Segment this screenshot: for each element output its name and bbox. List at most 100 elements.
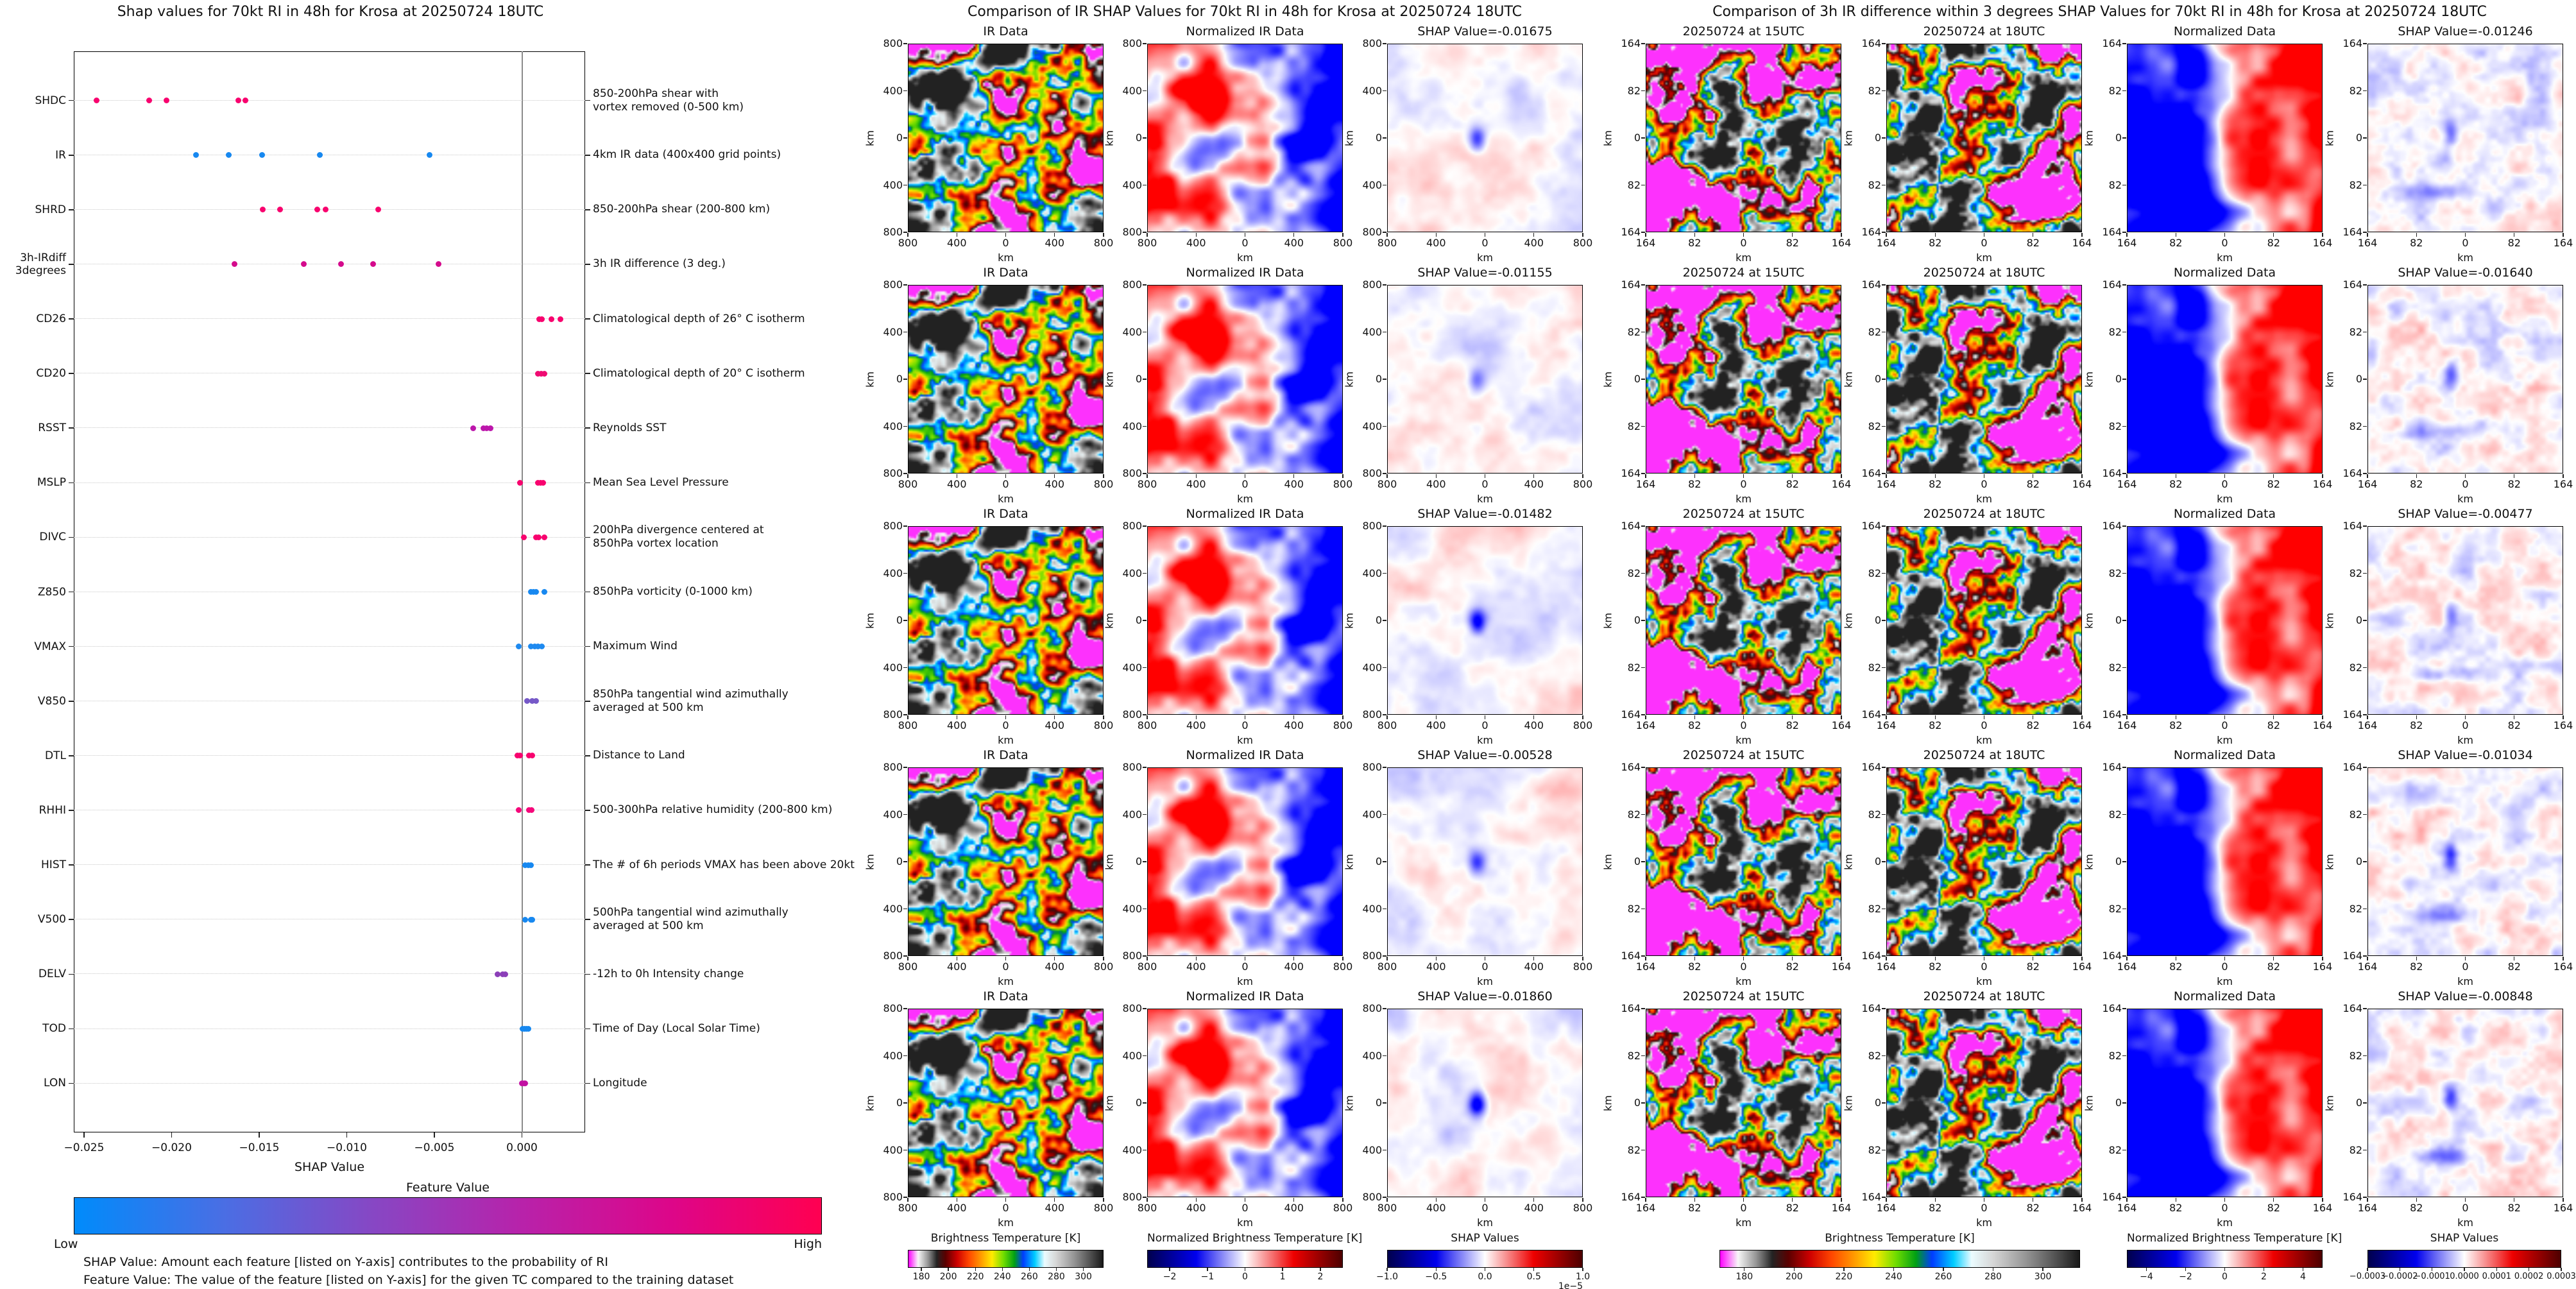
irdiff-panel-title: 20250724 at 18UTC [1923,266,2045,280]
irdiff-heatmap-canvas [1887,768,2081,955]
x-tick-mark [259,1132,260,1138]
panel-ytick-label: 800 [1362,1002,1382,1014]
panel-ytick-label: 82 [1627,1143,1641,1156]
panel-yaxis-unit: km [864,130,876,146]
panel-ytick-label: 164 [2342,708,2362,721]
panel-yaxis-unit: km [2083,854,2095,870]
panel-xtick-label: 400 [946,478,967,490]
panel-xtick-label: 800 [1333,237,1353,249]
shap-dot [517,753,524,759]
panel-xtick-label: 82 [1688,237,1702,249]
panel-ytick-mark [2363,572,2367,574]
colorbar-title: Brightness Temperature [K] [1825,1232,1975,1245]
shap-dot [435,261,441,268]
shap-dot [515,807,522,814]
panel-ytick-label: 400 [1362,808,1382,821]
colorbar-tick-label: −0.0003 [2349,1272,2386,1281]
panel-xtick-mark [1342,474,1343,478]
panel-ytick-mark [1143,814,1147,815]
colorbar-tick-label: 0 [1242,1272,1248,1282]
panel-xtick-label: 82 [2026,719,2040,731]
ir-map-panel [908,767,1104,956]
panel-xtick-label: 82 [2267,960,2280,973]
panel-xtick-label: 164 [2357,1202,2378,1214]
panel-ytick-label: 800 [1122,520,1142,532]
panel-ytick-mark [2363,861,2367,862]
panel-ytick-label: 800 [883,950,903,962]
desc-tick-mark [585,373,590,374]
panel-xaxis-unit: km [1477,734,1493,746]
panel-xtick-mark [1386,715,1388,719]
irdiff-map-panel [2127,526,2323,715]
panel-xtick-label: 82 [1786,960,1799,973]
panel-xtick-label: 164 [1635,1202,1656,1214]
panel-ytick-label: 82 [1627,84,1641,97]
panel-ytick-label: 0 [896,855,903,867]
y-tick-mark [69,919,74,921]
panel-ytick-label: 82 [2349,661,2362,674]
panel-ytick-label: 400 [1362,567,1382,579]
panel-ytick-mark [1143,473,1147,474]
panel-xtick-label: 164 [2553,478,2573,490]
panel-xtick-mark [1582,474,1583,478]
colorbar-tick-label: 2 [1317,1272,1324,1282]
irdiff-heatmap-canvas [1887,44,2081,232]
y-tick-mark [69,645,74,647]
panel-ytick-mark [2122,90,2126,92]
feature-description: 850hPa tangential wind azimuthally averag… [593,687,789,714]
panel-xtick-label: 800 [1573,237,1593,249]
panel-ytick-label: 164 [2102,761,2122,773]
panel-ytick-mark [2363,43,2367,44]
panel-ytick-mark [1641,90,1645,92]
ir-map-panel [1387,767,1583,956]
panel-xtick-label: 0 [1481,1202,1488,1214]
colorbar-tick-label: 0 [2222,1272,2228,1282]
desc-tick-mark [585,755,590,756]
panel-xtick-label: 164 [2072,960,2092,973]
panel-ytick-label: 400 [1122,325,1142,338]
panel-xtick-label: 800 [1377,1202,1397,1214]
panel-xtick-label: 0 [2462,478,2469,490]
irdiff-map-panel [2127,44,2323,232]
panel-xtick-label: 800 [1573,1202,1593,1214]
panel-ytick-label: 400 [1122,661,1142,674]
panel-xtick-mark [1934,474,1936,478]
y-tick-mark [69,209,74,210]
panel-ytick-mark [1882,861,1886,862]
colorbar-tick-mark [1793,1268,1795,1271]
panel-xtick-label: 82 [2410,960,2423,973]
panel-xtick-label: 82 [2507,1202,2521,1214]
panel-xtick-mark [1792,715,1793,719]
irdiff-map-panel [2127,1009,2323,1197]
shap-dot [225,152,232,158]
panel-xtick-label: 0 [1981,237,1988,249]
colorbar-tick-mark [2496,1268,2498,1271]
colorbar-tick-label: −1 [1200,1272,1215,1282]
panel-xaxis-unit: km [998,734,1014,746]
panel-ytick-label: 164 [2102,708,2122,721]
panel-ytick-label: 800 [1122,226,1142,238]
panel-yaxis-unit: km [1103,130,1116,146]
y-tick-mark [69,318,74,320]
panel-ytick-label: 800 [883,1191,903,1203]
panel-xtick-mark [1694,474,1695,478]
colorbar-tick-label: 0.0002 [2514,1272,2544,1281]
ir-heatmap-canvas [1148,1009,1342,1197]
panel-ytick-label: 400 [1362,1049,1382,1062]
panel-xtick-mark [2224,474,2226,478]
panel-xtick-label: 800 [1093,1202,1114,1214]
panel-xtick-mark [1435,474,1437,478]
panel-ytick-mark [2363,90,2367,92]
irdiff-map-panel [2367,526,2563,715]
panel-xtick-mark [2322,233,2323,237]
panel-xtick-mark [2081,1198,2083,1202]
irdiff-map-panel [1646,767,1841,956]
feature-gridline [74,645,585,647]
colorbar-tick-label: 280 [1048,1272,1065,1282]
panel-ytick-label: 0 [1633,132,1641,144]
panel-ytick-label: 164 [2342,226,2362,238]
panel-xtick-mark [2464,474,2466,478]
panel-ytick-label: 164 [2102,520,2122,532]
ir-panel-title: Normalized IR Data [1186,748,1304,762]
ir-panel-title: SHAP Value=-0.00528 [1417,748,1553,762]
